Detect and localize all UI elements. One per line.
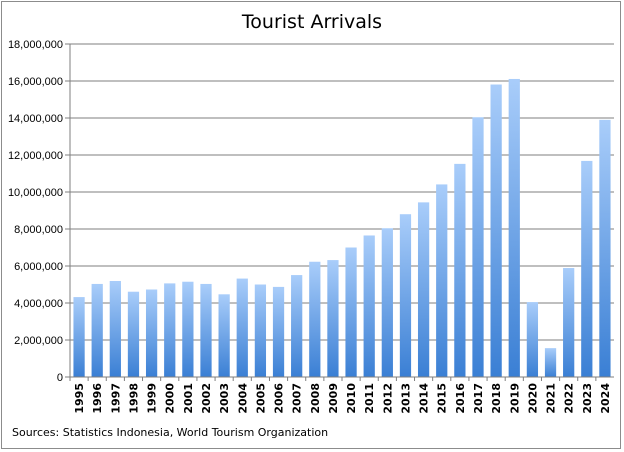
x-tick-label: 2011 (363, 383, 376, 414)
bar-2011 (363, 235, 375, 377)
bar-2012 (381, 228, 393, 377)
bars (69, 78, 611, 381)
x-tick-label: 2015 (436, 383, 449, 414)
x-tick-label: 2018 (490, 383, 503, 414)
bar-2022 (563, 268, 575, 377)
bar-2010 (345, 247, 357, 377)
y-tick-label: 2,000,000 (14, 335, 63, 347)
x-tick-label: 2024 (599, 383, 612, 414)
bar-2006 (272, 286, 285, 377)
x-tick-label: 2014 (418, 383, 431, 414)
bar-2015 (436, 184, 448, 377)
bar-1996 (91, 283, 103, 377)
x-tick-label: 2000 (164, 383, 177, 414)
y-tick-label: 14,000,000 (8, 113, 63, 125)
x-tick-label: 2002 (200, 383, 213, 414)
y-tick-label: 10,000,000 (8, 187, 63, 199)
y-tick-labels: 0 2,000,000 4,000,000 6,000,000 8,000,000 10,… (8, 39, 63, 384)
x-tick-label: 1997 (109, 383, 122, 414)
bar-2008 (309, 261, 321, 377)
bar-2005 (254, 284, 267, 377)
bar-2003 (218, 294, 230, 377)
bar-2016 (454, 163, 466, 377)
x-tick-label: 2008 (309, 383, 322, 414)
x-tick-label: 2023 (581, 383, 594, 414)
bar-2007 (291, 275, 303, 377)
x-tick-label: 2010 (345, 383, 358, 414)
bar-2004 (236, 278, 248, 377)
x-tick-label: 1995 (73, 383, 86, 414)
bar-2024 (599, 119, 611, 377)
x-tick-label: 1998 (127, 383, 140, 414)
bar-2014 (417, 202, 430, 377)
chart-title: Tourist Arrivals (241, 11, 382, 33)
bar-1997 (109, 280, 121, 377)
x-tick-label: 2006 (273, 383, 286, 414)
x-tick-label: 2019 (508, 383, 521, 414)
x-tick-label: 2001 (182, 383, 195, 414)
x-tick-label: 2003 (218, 383, 231, 414)
y-tick-label: 0 (57, 372, 63, 384)
x-tick-label: 2020 (526, 383, 539, 414)
x-tick-label: 2012 (381, 383, 394, 414)
bar-2017 (472, 117, 484, 377)
x-tick-label: 2021 (545, 383, 558, 414)
bar-2023 (581, 160, 593, 377)
axes (69, 44, 614, 378)
x-tick-label: 2009 (327, 383, 340, 414)
bar-2009 (327, 260, 339, 377)
bar-2021 (544, 348, 557, 377)
x-tick-label: 2004 (236, 383, 249, 414)
bar-2020 (526, 302, 539, 377)
y-tick-label: 8,000,000 (14, 224, 63, 236)
x-tick-label: 2007 (291, 383, 304, 414)
x-tick-label: 1996 (91, 383, 104, 414)
y-tick-label: 16,000,000 (8, 76, 63, 88)
x-tick-label: 1999 (146, 383, 159, 414)
y-tick-label: 4,000,000 (14, 298, 63, 310)
gridlines (65, 43, 614, 378)
y-tick-label: 6,000,000 (14, 261, 63, 273)
bar-2002 (200, 283, 212, 377)
bar-2000 (164, 283, 176, 377)
source-note: Sources: Statistics Indonesia, World Tou… (12, 426, 328, 439)
x-tick-label: 2005 (254, 383, 267, 414)
bar-2001 (182, 281, 194, 377)
y-tick-label: 12,000,000 (8, 150, 63, 162)
x-tick-label: 2016 (454, 383, 467, 414)
bar-2019 (508, 78, 520, 377)
x-tick-labels: 1995 1996 1997 1998 1999 2000 2001 2002 2003 2004… (73, 383, 612, 414)
bar-1998 (127, 291, 140, 377)
bar-2018 (490, 84, 502, 377)
x-tick-label: 2013 (399, 383, 412, 414)
y-tick-label: 18,000,000 (8, 39, 63, 51)
x-tick-label: 2022 (563, 383, 576, 414)
bar-1995 (73, 297, 85, 377)
x-tick-label: 2017 (472, 383, 485, 414)
bar-2013 (399, 214, 412, 377)
bar-1999 (145, 289, 158, 377)
